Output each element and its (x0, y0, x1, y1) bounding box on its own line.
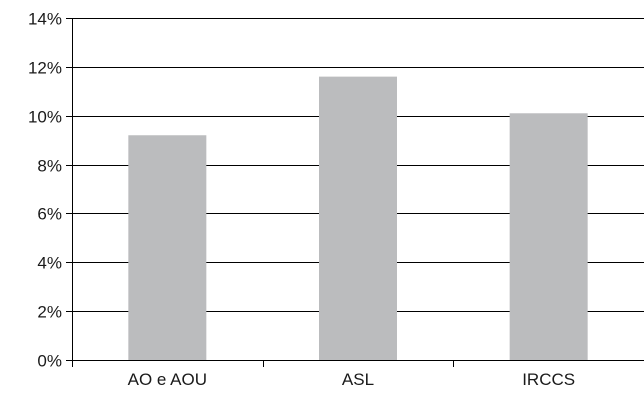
bar (509, 113, 588, 361)
x-tick-label: IRCCS (522, 370, 575, 389)
y-tick-label: 6% (37, 205, 62, 224)
bars (128, 76, 588, 361)
x-tick-label: AO e AOU (128, 370, 207, 389)
y-tick-label: 2% (37, 303, 62, 322)
bar (319, 76, 397, 360)
y-tick-label: 8% (37, 157, 62, 176)
axes (66, 18, 644, 367)
y-axis-tick-labels: 0% 2% 4% 6% 8% 10% 12% 14% (28, 10, 62, 371)
y-tick-label: 10% (28, 108, 62, 127)
y-tick-label: 14% (28, 10, 62, 29)
y-tick-label: 12% (28, 59, 62, 78)
x-axis-tick-labels: AO e AOU ASL IRCCS (128, 370, 575, 389)
y-tick-label: 4% (37, 254, 62, 273)
x-tick-label: ASL (342, 370, 374, 389)
bar (128, 135, 207, 360)
y-tick-label: 0% (37, 352, 62, 371)
